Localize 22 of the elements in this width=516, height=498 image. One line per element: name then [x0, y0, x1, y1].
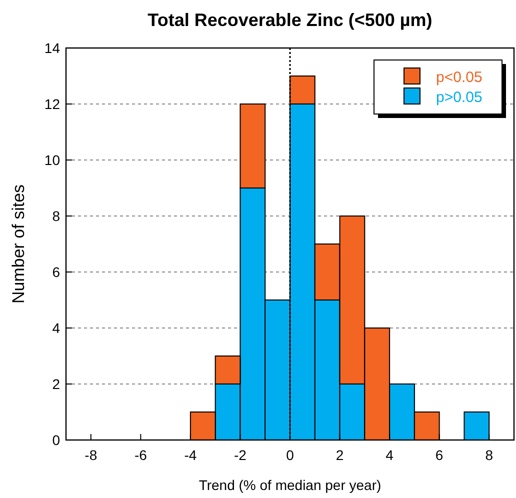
y-tick-label: 14	[44, 40, 60, 56]
x-tick-label: 2	[336, 447, 344, 463]
legend-label: p<0.05	[436, 69, 482, 86]
legend-label: p>0.05	[436, 89, 482, 106]
x-tick-label: 4	[386, 447, 394, 463]
x-tick-label: -6	[134, 447, 148, 463]
y-tick-label: 2	[52, 376, 60, 392]
x-tick-label: 8	[485, 447, 494, 463]
y-tick-label: 0	[52, 432, 60, 448]
x-axis-title: Trend (% of median per year)	[198, 477, 382, 493]
x-tick-label: -4	[184, 447, 197, 463]
y-tick-label: 8	[52, 208, 60, 224]
y-tick-label: 6	[52, 264, 60, 280]
y-tick-label: 10	[44, 152, 60, 168]
chart-title: Total Recoverable Zinc (<500 µm)	[148, 10, 432, 30]
y-axis-title: Number of sites	[9, 184, 28, 304]
y-tick-label: 12	[44, 96, 60, 112]
x-tick-label: -2	[234, 447, 247, 463]
x-tick-label: -8	[84, 447, 98, 463]
x-tick-label: 6	[435, 447, 444, 463]
y-tick-label: 4	[52, 320, 60, 336]
x-tick-label: 0	[286, 447, 294, 463]
